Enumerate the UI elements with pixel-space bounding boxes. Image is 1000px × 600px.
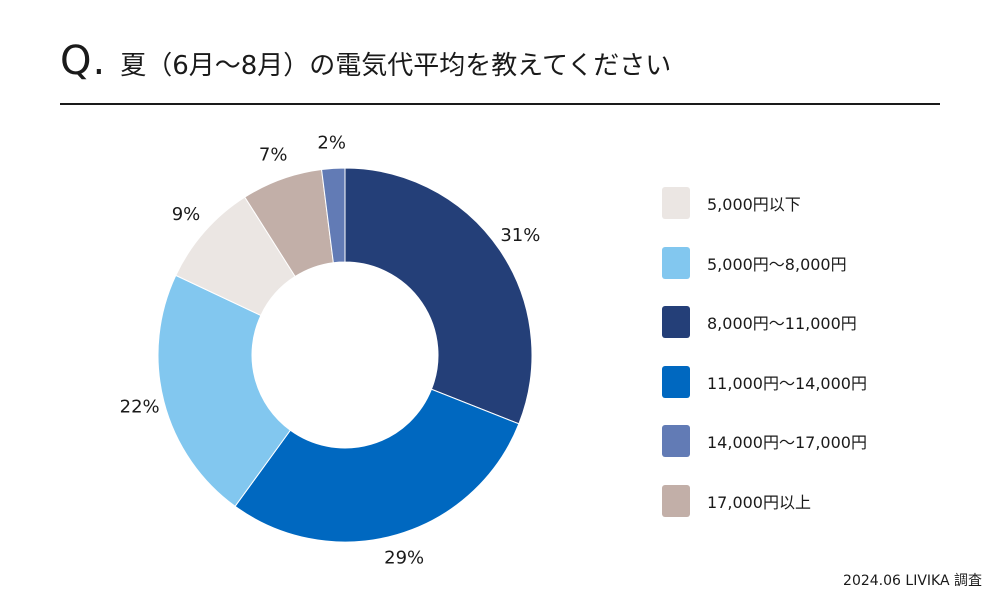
legend-label: 5,000円〜8,000円 — [707, 254, 847, 274]
legend-item-14-000-17-000: 14,000円〜17,000円 — [662, 424, 867, 458]
slice-label-5-000: 9% — [172, 204, 201, 225]
question-mark: Q. — [60, 38, 107, 84]
header-divider — [60, 103, 940, 105]
donut-slice-11-000-14-000 — [234, 388, 520, 543]
legend-swatch — [662, 484, 690, 517]
legend-label: 5,000円以下 — [707, 195, 801, 214]
legend-label: 11,000円〜14,000円 — [707, 373, 867, 393]
slice-label-17-000: 7% — [259, 145, 288, 166]
legend-swatch — [662, 246, 690, 279]
legend-item-17-000: 17,000円以上 — [662, 484, 867, 518]
donut-chart: 31% 29% 22% 9% 7% 2% — [120, 132, 541, 568]
source-note: 2024.06 LIVIKA 調査 — [843, 573, 982, 589]
percentage-labels: 31% 29% 22% 9% 7% 2% — [120, 132, 541, 568]
donut-slice-5-000-8-000 — [157, 274, 292, 507]
slice-label-14-000-17-000: 2% — [317, 132, 346, 153]
slice-label-5-000-8-000: 22% — [120, 397, 160, 418]
legend-swatch — [662, 365, 690, 398]
legend-item-11-000-14-000: 11,000円〜14,000円 — [662, 365, 867, 399]
legend-swatch — [662, 425, 690, 458]
slice-label-8-000-11-000: 31% — [500, 225, 540, 246]
donut-slices — [157, 167, 533, 543]
legend-item-5-000-8-000: 5,000円〜8,000円 — [662, 246, 867, 280]
legend-label: 17,000円以上 — [707, 492, 811, 512]
legend-item-8-000-11-000: 8,000円〜11,000円 — [662, 305, 867, 339]
chart-legend: 5,000円以下 5,000円〜8,000円 8,000円〜11,000円 11,00… — [662, 186, 867, 544]
legend-item-5-000: 5,000円以下 — [662, 186, 867, 220]
donut-slice-14-000-17-000 — [321, 167, 346, 264]
legend-label: 14,000円〜17,000円 — [707, 433, 867, 453]
slice-label-11-000-14-000: 29% — [384, 548, 424, 569]
question-header: Q. 夏（6月〜8月）の電気代平均を教えてください — [60, 38, 671, 84]
legend-swatch — [662, 306, 690, 339]
legend-swatch — [662, 187, 690, 219]
question-text: 夏（6月〜8月）の電気代平均を教えてください — [120, 51, 672, 81]
legend-label: 8,000円〜11,000円 — [707, 314, 857, 334]
donut-slice-8-000-11-000 — [344, 167, 533, 425]
